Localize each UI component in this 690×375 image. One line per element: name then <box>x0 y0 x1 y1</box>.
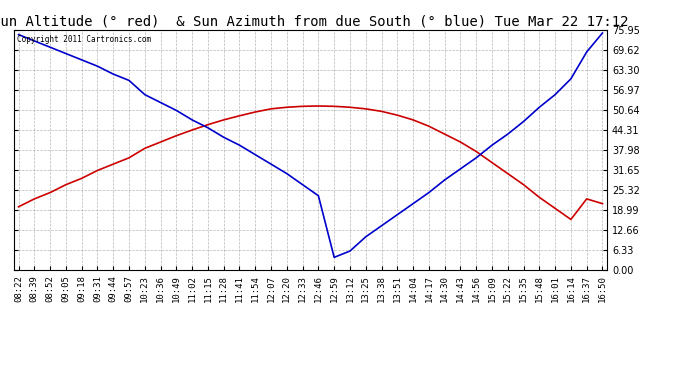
Title: Sun Altitude (° red)  & Sun Azimuth from due South (° blue) Tue Mar 22 17:12: Sun Altitude (° red) & Sun Azimuth from … <box>0 15 629 29</box>
Text: Copyright 2011 Cartronics.com: Copyright 2011 Cartronics.com <box>17 35 151 44</box>
